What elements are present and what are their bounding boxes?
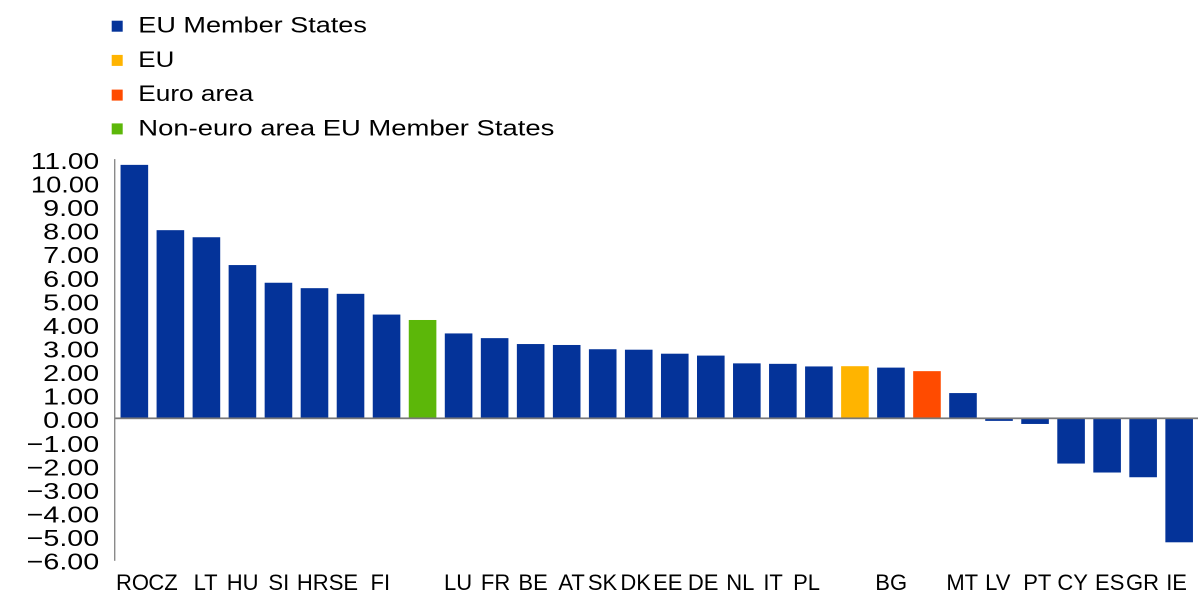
svg-text:SI: SI (268, 570, 289, 595)
svg-text:5.00: 5.00 (43, 289, 99, 315)
svg-text:−1.00: −1.00 (27, 431, 100, 457)
svg-text:0.00: 0.00 (43, 407, 99, 433)
svg-text:−2.00: −2.00 (27, 454, 100, 480)
svg-text:1.00: 1.00 (43, 384, 99, 410)
svg-text:FI: FI (371, 570, 391, 595)
svg-text:−4.00: −4.00 (27, 502, 100, 528)
svg-text:GR: GR (1126, 570, 1159, 595)
svg-text:SK: SK (588, 570, 618, 595)
svg-text:LU: LU (444, 570, 472, 595)
svg-text:−3.00: −3.00 (27, 478, 100, 504)
svg-text:PT: PT (1023, 570, 1051, 595)
svg-text:2.00: 2.00 (43, 360, 99, 386)
svg-text:3.00: 3.00 (43, 336, 99, 362)
svg-text:EU: EU (138, 47, 174, 72)
svg-text:EU Member States: EU Member States (138, 13, 367, 38)
svg-text:IE: IE (1166, 570, 1187, 595)
svg-text:HR: HR (297, 570, 329, 595)
svg-text:4.00: 4.00 (43, 313, 99, 339)
svg-text:10.00: 10.00 (31, 171, 99, 197)
svg-text:HU: HU (227, 570, 259, 595)
svg-text:RO: RO (116, 570, 149, 595)
svg-text:8.00: 8.00 (43, 219, 99, 245)
svg-text:−5.00: −5.00 (27, 525, 100, 551)
svg-text:−6.00: −6.00 (27, 549, 100, 575)
svg-text:7.00: 7.00 (43, 242, 99, 268)
svg-text:LT: LT (194, 570, 218, 595)
svg-text:BG: BG (875, 570, 907, 595)
svg-text:PL: PL (793, 570, 820, 595)
svg-text:CY: CY (1057, 570, 1088, 595)
svg-text:DE: DE (688, 570, 719, 595)
svg-text:AT: AT (558, 570, 584, 595)
svg-text:EE: EE (653, 570, 682, 595)
svg-text:Euro area: Euro area (138, 81, 254, 106)
svg-text:9.00: 9.00 (43, 195, 99, 221)
svg-text:Non-euro area EU Member States: Non-euro area EU Member States (138, 116, 554, 141)
svg-text:LV: LV (985, 570, 1011, 595)
svg-text:NL: NL (726, 570, 754, 595)
svg-text:MT: MT (946, 570, 978, 595)
svg-text:CZ: CZ (148, 570, 177, 595)
svg-text:11.00: 11.00 (31, 148, 99, 174)
svg-text:ES: ES (1095, 570, 1124, 595)
svg-text:FR: FR (481, 570, 510, 595)
svg-text:BE: BE (518, 570, 547, 595)
svg-text:DK: DK (620, 570, 651, 595)
svg-text:SE: SE (329, 570, 358, 595)
svg-text:6.00: 6.00 (43, 266, 99, 292)
svg-text:IT: IT (763, 570, 783, 595)
